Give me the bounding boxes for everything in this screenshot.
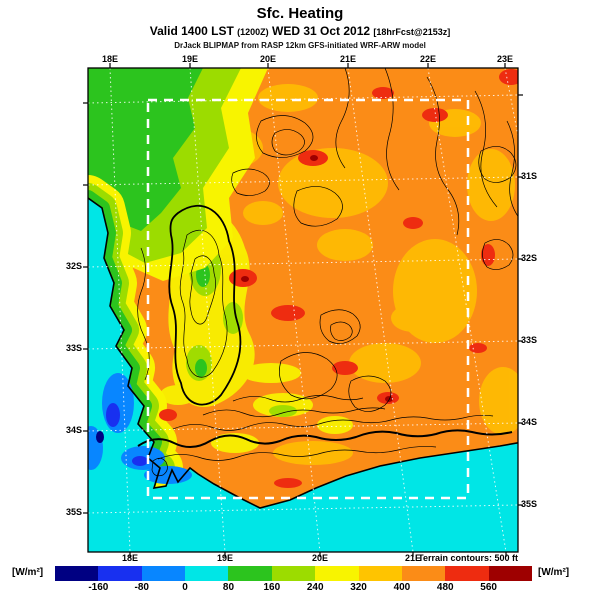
colorbar-tick-label: 160 [263,582,281,593]
ocean [88,198,518,552]
domain-box [146,98,470,500]
valid-fcst: [18hrFcst@2153z] [373,27,451,37]
lon-label-top: 22E [419,54,436,64]
colorbar-ticklabels: -160 -80 0 80 160 240 320 400 480 560 [55,582,532,596]
terrain-contours [137,68,518,477]
valid-prefix: Valid 1400 LST [149,24,234,38]
lon-label-top: 21E [339,54,356,64]
colorbar-segment [401,566,446,581]
map-canvas [83,63,523,557]
lat-label-left: 33S [65,343,82,353]
coastline [88,197,518,509]
colorbar-tick-label: 240 [306,582,324,593]
colorbar-segment [55,566,99,581]
valid-zulu: (1200Z) [237,27,269,37]
lon-label-bottom: 21E [404,553,421,563]
colorbar-tick-label: -160 [88,582,109,593]
colorbar-tick-label: 480 [436,582,454,593]
lat-label-left: 35S [65,507,82,517]
colorbar-segment [271,566,316,581]
lon-label-top: 18E [101,54,118,64]
lat-label-left: 32S [65,261,82,271]
lon-label-bottom: 20E [311,553,328,563]
lat-label-right: 31S [521,171,538,181]
lat-label-left: 34S [65,425,82,435]
colorbar-tick-label: 80 [222,582,235,593]
colorbar-segment [141,566,186,581]
colorbar-tick-label: 560 [480,582,497,593]
plot-frame [87,67,519,553]
colorbar-segment [488,566,532,581]
colorbar-segment [228,566,272,581]
colorbar-segment [445,566,489,581]
heating-extreme-specks [241,155,393,402]
colorbar-segment [315,566,359,581]
colorbar-segment [185,566,229,581]
model-line: DrJack BLIPMAP from RASP 12km GFS-initia… [174,41,426,50]
valid-time-line: Valid 1400 LST (1200Z) WED 31 Oct 2012 [… [0,24,600,38]
lon-label-top: 23E [496,54,513,64]
colorbar-unit-right: [W/m²] [538,567,570,578]
lon-label-top: 19E [181,54,198,64]
axis-ticks [83,63,523,557]
lon-label-top: 20E [259,54,276,64]
lat-label-right: 35S [521,499,538,509]
lon-label-bottom: 19E [216,553,233,563]
page-title: Sfc. Heating [256,5,344,22]
colorbar-tick-label: 400 [393,582,411,593]
colorbar-tick-label: 320 [350,582,367,593]
lat-label-right: 33S [521,335,538,345]
grid-lines [88,68,518,552]
nw-green-zone [88,68,203,231]
lon-label-bottom: 18E [121,553,138,563]
colorbar-segment [358,566,402,581]
lat-label-right: 32S [521,253,538,263]
terrain-contours-note: Terrain contours: 500 ft [418,553,518,563]
colorbar-tick-label: -80 [134,582,149,593]
colorbar-segments [55,566,532,581]
valid-date: WED 31 Oct 2012 [272,24,371,38]
lat-label-right: 34S [521,417,538,427]
map-plot [88,68,518,552]
colorbar-tick-label: 0 [182,582,188,593]
colorbar-segment [98,566,142,581]
colorbar-unit-left: [W/m²] [12,567,44,578]
